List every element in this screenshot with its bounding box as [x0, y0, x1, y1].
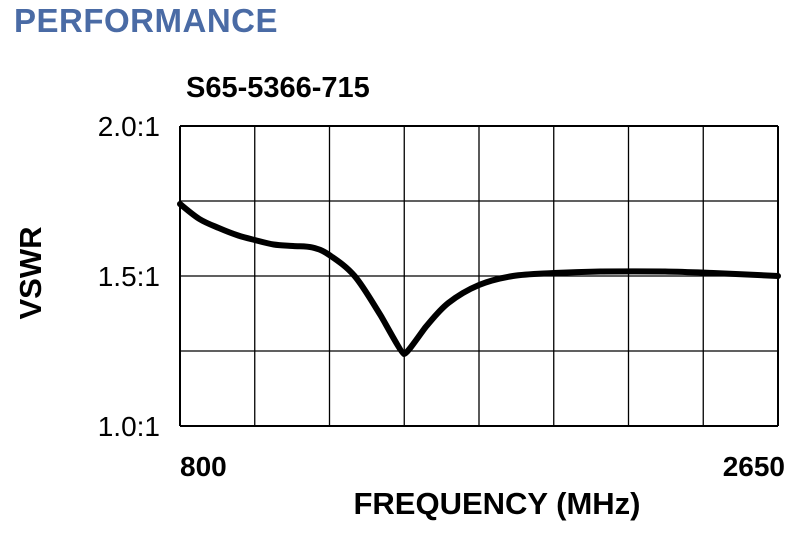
y-tick-label: 1.5:1	[98, 261, 160, 292]
y-tick-label: 2.0:1	[98, 111, 160, 142]
y-axis-label: VSWR	[13, 227, 48, 320]
vswr-series-line	[177, 201, 781, 358]
chart-title: S65-5366-715	[186, 72, 370, 104]
y-tick-labels: 2.0:1 1.5:1 1.0:1	[98, 111, 160, 442]
section-title: PERFORMANCE	[14, 2, 279, 39]
x-tick-labels: 800 2650	[180, 451, 785, 482]
x-tick-label: 800	[180, 451, 227, 482]
x-axis-label: FREQUENCY (MHz)	[353, 486, 640, 521]
y-tick-label: 1.0:1	[98, 411, 160, 442]
chart-grid	[179, 125, 779, 427]
x-tick-label: 2650	[723, 451, 785, 482]
